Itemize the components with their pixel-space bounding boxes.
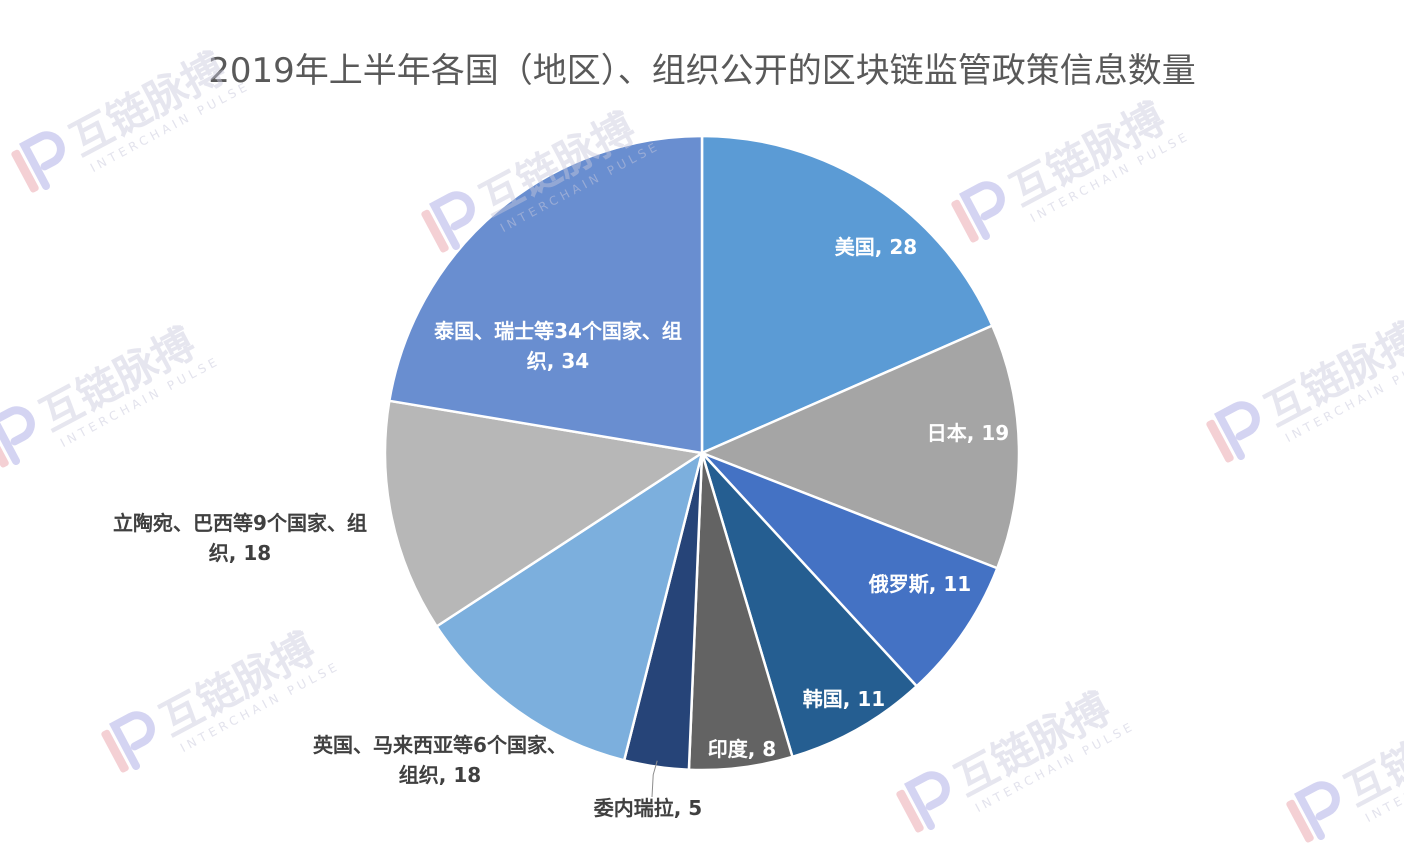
pie-slice	[388, 134, 704, 455]
watermark-cn-text: 互链脉搏	[152, 623, 323, 745]
watermark-cn-text: 互链脉搏	[1002, 93, 1173, 215]
watermark-en-text: INTERCHAIN PULSE	[88, 79, 253, 175]
pie-slice	[700, 451, 999, 688]
slice-label: 日本, 19	[927, 421, 1009, 445]
slice-labels: 美国, 28 日本, 19 俄罗斯, 11 韩国, 11 印度, 8 委内瑞拉, 5 英国、…	[113, 235, 1009, 820]
slice-label: 泰国、瑞士等34个国家、组织, 34	[433, 319, 682, 373]
slice-label: 俄罗斯, 11	[868, 572, 971, 596]
slice-label: 美国, 28	[835, 235, 917, 259]
interchain-pulse-logo-icon	[896, 771, 950, 833]
watermark-cn-text: 互链脉搏	[1337, 693, 1404, 815]
watermark-en-text: INTERCHAIN PULSE	[1028, 129, 1193, 225]
interchain-pulse-logo-icon	[11, 131, 65, 193]
watermark-cn-text: 互链脉搏	[32, 318, 203, 440]
watermark-en-text: INTERCHAIN PULSE	[973, 719, 1138, 815]
interchain-pulse-logo-icon	[0, 406, 35, 468]
leader-lines	[651, 760, 658, 798]
watermark-en-text: INTERCHAIN PULSE	[58, 354, 223, 450]
slice-label: 立陶宛、巴西等9个国家、组织, 18	[113, 511, 367, 565]
chart-title: 2019年上半年各国（地区）、组织公开的区块链监管政策信息数量	[208, 51, 1196, 91]
pie-slice	[700, 451, 918, 759]
pie-slice	[700, 324, 1021, 570]
interchain-pulse-logo-icon	[101, 711, 155, 773]
interchain-pulse-logo-icon	[1286, 781, 1340, 843]
pie-slice	[435, 451, 704, 762]
leader-line	[651, 760, 658, 798]
watermark-en-text: INTERCHAIN PULSE	[1363, 729, 1404, 825]
pie-slices	[383, 134, 1021, 772]
pie-slice	[383, 399, 704, 628]
slice-label: 韩国, 11	[803, 687, 885, 711]
slice-label: 委内瑞拉, 5	[593, 796, 702, 820]
watermark-en-text: INTERCHAIN PULSE	[1283, 349, 1404, 445]
interchain-pulse-logo-icon	[1206, 401, 1260, 463]
pie-slice	[700, 134, 994, 455]
interchain-pulse-logo-icon	[951, 181, 1005, 243]
slice-label: 英国、马来西亚等6个国家、组织, 18	[313, 733, 567, 787]
watermark-cn-text: 互链脉搏	[1257, 313, 1404, 435]
watermark-cn-text: 互链脉搏	[947, 683, 1118, 805]
slice-label: 印度, 8	[708, 737, 776, 761]
